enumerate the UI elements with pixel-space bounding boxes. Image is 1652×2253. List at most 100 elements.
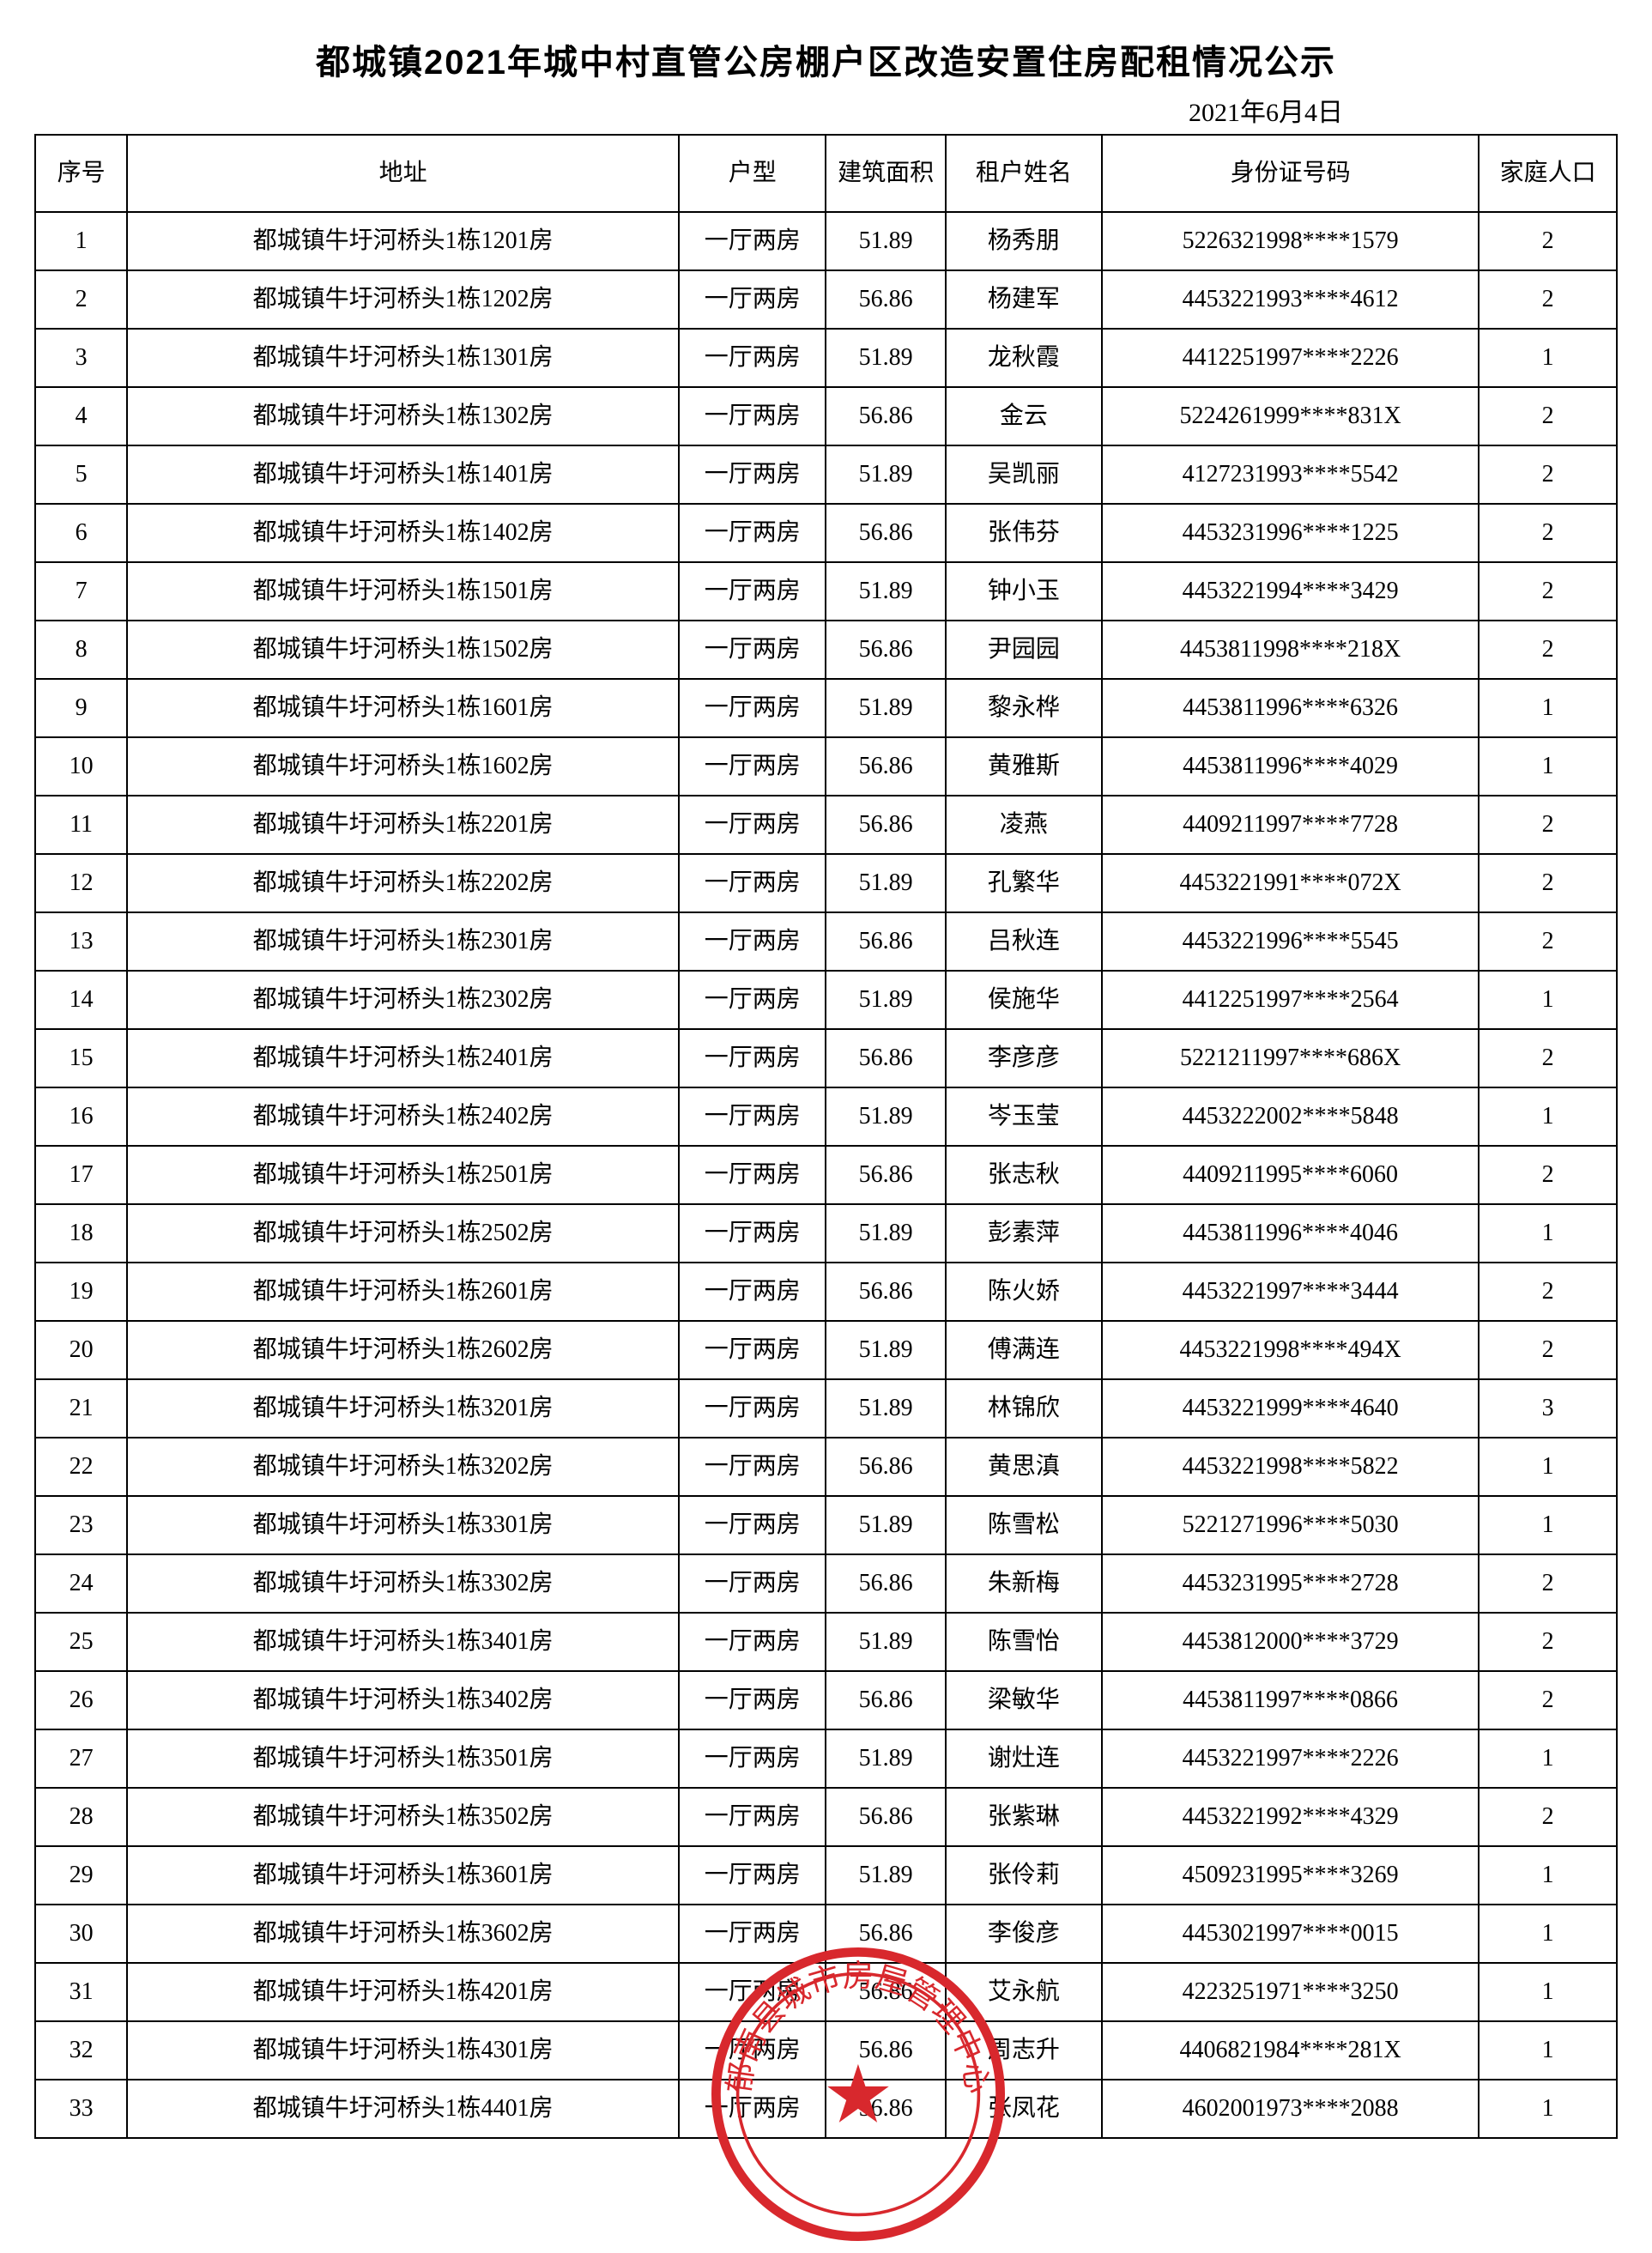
cell-area: 51.89 <box>826 1729 945 1788</box>
cell-id: 4412251997****2226 <box>1102 329 1479 387</box>
table-row: 18都城镇牛圩河桥头1栋2502房一厅两房51.89彭素萍4453811996*… <box>35 1204 1617 1263</box>
cell-name: 张伶莉 <box>946 1846 1102 1905</box>
table-row: 10都城镇牛圩河桥头1栋1602房一厅两房56.86黄雅斯4453811996*… <box>35 737 1617 796</box>
cell-fam: 1 <box>1479 1846 1617 1905</box>
cell-fam: 2 <box>1479 1146 1617 1204</box>
table-row: 1都城镇牛圩河桥头1栋1201房一厅两房51.89杨秀朋5226321998**… <box>35 212 1617 270</box>
cell-type: 一厅两房 <box>679 1496 826 1554</box>
cell-addr: 都城镇牛圩河桥头1栋1601房 <box>127 679 679 737</box>
cell-name: 朱新梅 <box>946 1554 1102 1613</box>
table-row: 32都城镇牛圩河桥头1栋4301房一厅两房56.86周志升4406821984*… <box>35 2021 1617 2080</box>
cell-type: 一厅两房 <box>679 679 826 737</box>
cell-name: 岑玉莹 <box>946 1087 1102 1146</box>
table-row: 28都城镇牛圩河桥头1栋3502房一厅两房56.86张紫琳4453221992*… <box>35 1788 1617 1846</box>
cell-id: 4453221998****494X <box>1102 1321 1479 1379</box>
cell-addr: 都城镇牛圩河桥头1栋1401房 <box>127 445 679 504</box>
cell-seq: 18 <box>35 1204 127 1263</box>
cell-type: 一厅两房 <box>679 1029 826 1087</box>
cell-addr: 都城镇牛圩河桥头1栋1602房 <box>127 737 679 796</box>
cell-seq: 27 <box>35 1729 127 1788</box>
cell-type: 一厅两房 <box>679 971 826 1029</box>
cell-addr: 都城镇牛圩河桥头1栋2202房 <box>127 854 679 912</box>
cell-seq: 7 <box>35 562 127 621</box>
table-row: 8都城镇牛圩河桥头1栋1502房一厅两房56.86尹园园4453811998**… <box>35 621 1617 679</box>
cell-id: 4406821984****281X <box>1102 2021 1479 2080</box>
cell-type: 一厅两房 <box>679 1087 826 1146</box>
cell-name: 傅满连 <box>946 1321 1102 1379</box>
cell-area: 56.86 <box>826 621 945 679</box>
cell-fam: 1 <box>1479 1963 1617 2021</box>
cell-type: 一厅两房 <box>679 212 826 270</box>
table-header-row: 序号 地址 户型 建筑面积 租户姓名 身份证号码 家庭人口 <box>35 135 1617 212</box>
cell-addr: 都城镇牛圩河桥头1栋1302房 <box>127 387 679 445</box>
cell-fam: 2 <box>1479 1554 1617 1613</box>
cell-id: 4453221996****5545 <box>1102 912 1479 971</box>
cell-seq: 19 <box>35 1263 127 1321</box>
cell-fam: 2 <box>1479 1263 1617 1321</box>
cell-seq: 21 <box>35 1379 127 1438</box>
cell-name: 李俊彦 <box>946 1905 1102 1963</box>
cell-type: 一厅两房 <box>679 621 826 679</box>
cell-area: 56.86 <box>826 1554 945 1613</box>
cell-addr: 都城镇牛圩河桥头1栋4201房 <box>127 1963 679 2021</box>
cell-type: 一厅两房 <box>679 1613 826 1671</box>
cell-name: 陈雪松 <box>946 1496 1102 1554</box>
cell-id: 5224261999****831X <box>1102 387 1479 445</box>
cell-name: 李彦彦 <box>946 1029 1102 1087</box>
cell-addr: 都城镇牛圩河桥头1栋3502房 <box>127 1788 679 1846</box>
cell-fam: 1 <box>1479 971 1617 1029</box>
cell-fam: 1 <box>1479 329 1617 387</box>
cell-name: 张凤花 <box>946 2080 1102 2138</box>
cell-addr: 都城镇牛圩河桥头1栋3602房 <box>127 1905 679 1963</box>
cell-id: 4409211995****6060 <box>1102 1146 1479 1204</box>
cell-name: 陈雪怡 <box>946 1613 1102 1671</box>
cell-addr: 都城镇牛圩河桥头1栋4301房 <box>127 2021 679 2080</box>
cell-seq: 6 <box>35 504 127 562</box>
cell-type: 一厅两房 <box>679 1788 826 1846</box>
cell-name: 黄思滇 <box>946 1438 1102 1496</box>
cell-fam: 2 <box>1479 1321 1617 1379</box>
cell-addr: 都城镇牛圩河桥头1栋1301房 <box>127 329 679 387</box>
cell-name: 林锦欣 <box>946 1379 1102 1438</box>
cell-seq: 5 <box>35 445 127 504</box>
page-title: 都城镇2021年城中村直管公房棚户区改造安置住房配租情况公示 <box>34 34 1618 84</box>
cell-seq: 22 <box>35 1438 127 1496</box>
cell-type: 一厅两房 <box>679 2080 826 2138</box>
cell-addr: 都城镇牛圩河桥头1栋3301房 <box>127 1496 679 1554</box>
cell-addr: 都城镇牛圩河桥头1栋3402房 <box>127 1671 679 1729</box>
cell-addr: 都城镇牛圩河桥头1栋1502房 <box>127 621 679 679</box>
cell-name: 黄雅斯 <box>946 737 1102 796</box>
cell-fam: 2 <box>1479 562 1617 621</box>
cell-seq: 17 <box>35 1146 127 1204</box>
cell-area: 56.86 <box>826 737 945 796</box>
table-row: 12都城镇牛圩河桥头1栋2202房一厅两房51.89孔繁华4453221991*… <box>35 854 1617 912</box>
cell-fam: 2 <box>1479 1788 1617 1846</box>
cell-area: 51.89 <box>826 1613 945 1671</box>
cell-name: 杨建军 <box>946 270 1102 329</box>
cell-fam: 2 <box>1479 1029 1617 1087</box>
cell-seq: 30 <box>35 1905 127 1963</box>
table-row: 19都城镇牛圩河桥头1栋2601房一厅两房56.86陈火娇4453221997*… <box>35 1263 1617 1321</box>
table-row: 7都城镇牛圩河桥头1栋1501房一厅两房51.89钟小玉4453221994**… <box>35 562 1617 621</box>
cell-area: 51.89 <box>826 1204 945 1263</box>
cell-area: 56.86 <box>826 1963 945 2021</box>
cell-fam: 1 <box>1479 1905 1617 1963</box>
table-row: 11都城镇牛圩河桥头1栋2201房一厅两房56.86凌燕4409211997**… <box>35 796 1617 854</box>
cell-seq: 29 <box>35 1846 127 1905</box>
cell-id: 5226321998****1579 <box>1102 212 1479 270</box>
cell-seq: 32 <box>35 2021 127 2080</box>
cell-fam: 1 <box>1479 1438 1617 1496</box>
cell-type: 一厅两房 <box>679 1321 826 1379</box>
cell-type: 一厅两房 <box>679 1905 826 1963</box>
cell-name: 龙秋霞 <box>946 329 1102 387</box>
cell-fam: 1 <box>1479 2080 1617 2138</box>
cell-addr: 都城镇牛圩河桥头1栋2501房 <box>127 1146 679 1204</box>
table-row: 20都城镇牛圩河桥头1栋2602房一厅两房51.89傅满连4453221998*… <box>35 1321 1617 1379</box>
cell-addr: 都城镇牛圩河桥头1栋1202房 <box>127 270 679 329</box>
cell-area: 51.89 <box>826 562 945 621</box>
cell-area: 56.86 <box>826 504 945 562</box>
table-row: 24都城镇牛圩河桥头1栋3302房一厅两房56.86朱新梅4453231995*… <box>35 1554 1617 1613</box>
cell-type: 一厅两房 <box>679 912 826 971</box>
cell-id: 4223251971****3250 <box>1102 1963 1479 2021</box>
cell-fam: 3 <box>1479 1379 1617 1438</box>
